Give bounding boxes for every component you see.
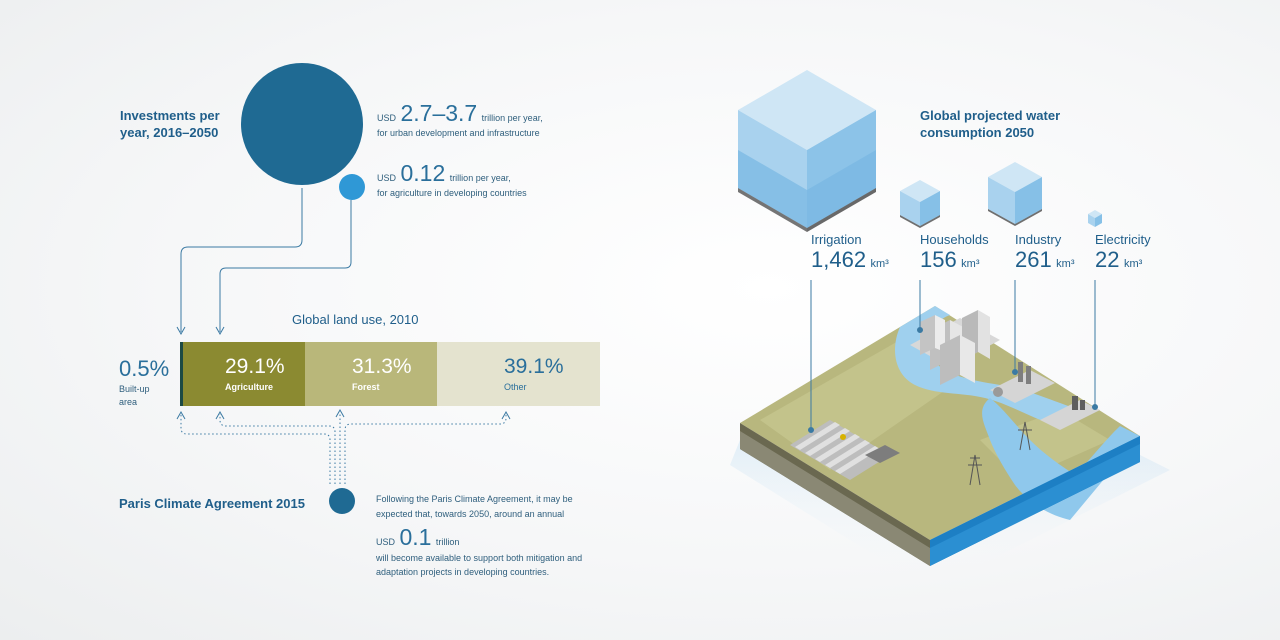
currency-label: USD [377, 173, 397, 183]
investment-urban-circle [241, 63, 363, 185]
water-category-industry: Industry 261 km³ [1015, 232, 1075, 273]
paris-text-1: Following the Paris Climate Agreement, i… [376, 494, 573, 519]
investment-agri-value: 0.12 [400, 160, 446, 186]
factory [990, 362, 1055, 403]
category-unit: km³ [1056, 258, 1075, 270]
greenhouses [790, 420, 900, 480]
cube-industry [988, 162, 1042, 226]
segment-value: 31.3% [352, 355, 412, 378]
paris-value: 0.1 [399, 524, 432, 550]
investment-agri-circle [339, 174, 365, 200]
builtup-label: Built-up area [119, 384, 150, 407]
category-unit: km³ [870, 258, 889, 270]
builtup-value: 0.5% [119, 356, 170, 381]
segment-label: Other [504, 382, 527, 392]
category-label: Industry [1015, 232, 1062, 247]
land-use-segment-forest: 31.3% Forest [305, 342, 437, 406]
land-use-bar: 29.1% Agriculture 31.3% Forest 39.1% Oth… [180, 342, 600, 406]
unit-text: trillion per year, [449, 173, 511, 183]
city-buildings [910, 310, 1000, 385]
unit-text: trillion per year, [481, 113, 543, 123]
paris-text-2: will become available to support both mi… [376, 553, 583, 577]
power-pylons [968, 421, 1032, 486]
water-connector-lines [808, 280, 1098, 433]
land-use-segment-other: 39.1% Other [437, 342, 600, 406]
category-label: Households [920, 232, 989, 247]
water-category-irrigation: Irrigation 1,462 km³ [811, 232, 889, 273]
builtup-segment [180, 342, 183, 406]
category-label: Electricity [1095, 232, 1151, 247]
category-label: Irrigation [811, 232, 862, 247]
investment-agri-text: USD 0.12 trillion per year, for agricult… [377, 160, 637, 200]
water-category-electricity: Electricity 22 km³ [1095, 232, 1151, 273]
paris-text: Following the Paris Climate Agreement, i… [376, 492, 591, 579]
category-value: 261 [1015, 247, 1052, 272]
segment-label: Forest [352, 382, 380, 392]
category-value: 156 [920, 247, 957, 272]
segment-value: 29.1% [225, 355, 285, 378]
segment-label: Agriculture [225, 382, 274, 392]
paris-circle [329, 488, 355, 514]
unit-text: trillion [435, 537, 460, 547]
investment-agri-desc: for agriculture in developing countries [377, 188, 527, 198]
category-value: 22 [1095, 247, 1120, 272]
investments-title: Investments per year, 2016–2050 [120, 108, 220, 140]
river [982, 398, 1140, 520]
lake [895, 306, 1080, 425]
currency-label: USD [377, 113, 397, 123]
currency-label: USD [376, 537, 396, 547]
cube-households [900, 180, 940, 228]
land-use-title: Global land use, 2010 [292, 312, 419, 327]
cube-electricity [1088, 210, 1102, 227]
water-title: Global projected water consumption 2050 [920, 108, 1061, 140]
category-unit: km³ [961, 258, 980, 270]
segment-value: 39.1% [504, 355, 564, 378]
category-unit: km³ [1123, 258, 1143, 270]
power-plant [1040, 396, 1100, 430]
water-category-households: Households 156 km³ [920, 232, 989, 273]
investment-urban-value: 2.7–3.7 [400, 100, 478, 126]
investment-urban-desc: for urban development and infrastructure [377, 128, 540, 138]
paris-title: Paris Climate Agreement 2015 [119, 496, 305, 511]
cube-irrigation [738, 70, 876, 232]
investment-urban-text: USD 2.7–3.7 trillion per year, for urban… [377, 100, 637, 140]
category-value: 1,462 [811, 247, 867, 272]
land-use-segment-agriculture: 29.1% Agriculture [183, 342, 305, 406]
